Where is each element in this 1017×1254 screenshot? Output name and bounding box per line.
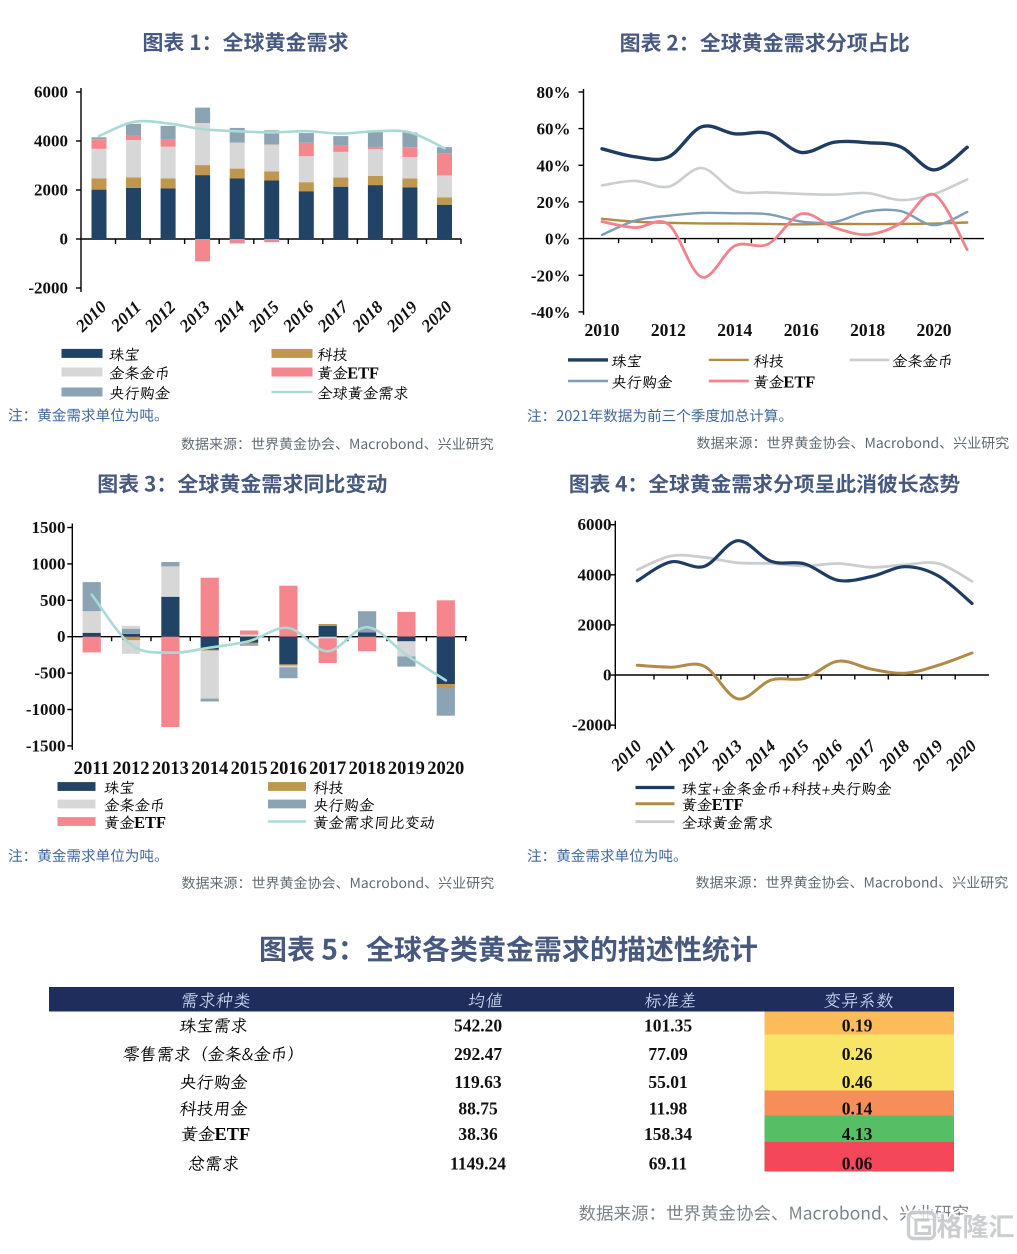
svg-text:55.01: 55.01 [648,1072,687,1092]
svg-text:292.47: 292.47 [454,1044,502,1064]
svg-text:-1500: -1500 [26,736,66,755]
svg-text:2014: 2014 [717,320,752,340]
svg-text:2018: 2018 [349,759,386,779]
svg-text:0.06: 0.06 [842,1154,873,1174]
svg-text:60%: 60% [537,120,571,139]
svg-text:0: 0 [57,627,66,646]
svg-text:1500: 1500 [32,518,66,537]
svg-text:0.46: 0.46 [842,1072,873,1092]
svg-text:6000: 6000 [34,83,68,102]
svg-text:-2000: -2000 [28,279,68,298]
svg-text:77.09: 77.09 [648,1044,688,1064]
svg-text:-1000: -1000 [26,700,66,719]
svg-text:2014: 2014 [191,759,228,779]
svg-text:11.98: 11.98 [649,1099,688,1119]
svg-text:2020: 2020 [427,759,464,779]
svg-text:0.14: 0.14 [842,1099,873,1119]
svg-text:0: 0 [603,666,612,685]
svg-text:ETF: ETF [783,372,815,391]
svg-text:0.26: 0.26 [842,1044,873,1064]
svg-text:-20%: -20% [531,266,571,285]
svg-text:20%: 20% [537,193,571,212]
svg-text:0: 0 [60,230,69,249]
svg-text:2020: 2020 [917,320,952,340]
svg-text:158.34: 158.34 [644,1124,692,1144]
svg-text:-500: -500 [34,664,65,683]
svg-text:2011: 2011 [74,759,110,779]
svg-text:ETF: ETF [215,1124,251,1144]
svg-text:2016: 2016 [784,320,819,340]
svg-text:0%: 0% [545,230,571,249]
svg-text:ETF: ETF [347,363,379,382]
svg-text:-2000: -2000 [572,716,612,735]
svg-text:2019: 2019 [388,759,425,779]
svg-text:4000: 4000 [578,565,612,584]
svg-text:2013: 2013 [152,759,189,779]
svg-text:6000: 6000 [578,515,612,534]
svg-text:542.20: 542.20 [454,1016,502,1036]
svg-text:500: 500 [40,591,66,610]
svg-text:101.35: 101.35 [644,1016,692,1036]
svg-text:2016: 2016 [270,759,307,779]
svg-text:40%: 40% [537,156,571,175]
svg-text:ETF: ETF [134,813,166,832]
svg-text:88.75: 88.75 [458,1099,498,1119]
svg-text:ETF: ETF [712,795,744,814]
svg-text:0.19: 0.19 [842,1016,873,1036]
svg-text:2018: 2018 [850,320,885,340]
svg-text:1149.24: 1149.24 [450,1154,506,1174]
svg-text:2000: 2000 [34,181,68,200]
svg-text:2017: 2017 [309,759,346,779]
svg-text:69.11: 69.11 [649,1154,687,1174]
svg-text:-40%: -40% [531,303,571,322]
svg-text:2010: 2010 [585,320,620,340]
svg-text:2012: 2012 [651,320,686,340]
svg-text:4000: 4000 [34,132,68,151]
svg-text:38.36: 38.36 [458,1124,498,1144]
svg-text:2015: 2015 [231,759,268,779]
svg-text:2012: 2012 [113,759,150,779]
svg-text:1000: 1000 [32,554,66,573]
svg-text:119.63: 119.63 [454,1072,501,1092]
svg-text:2000: 2000 [578,615,612,634]
svg-text:80%: 80% [537,83,571,102]
svg-text:4.13: 4.13 [842,1124,873,1144]
